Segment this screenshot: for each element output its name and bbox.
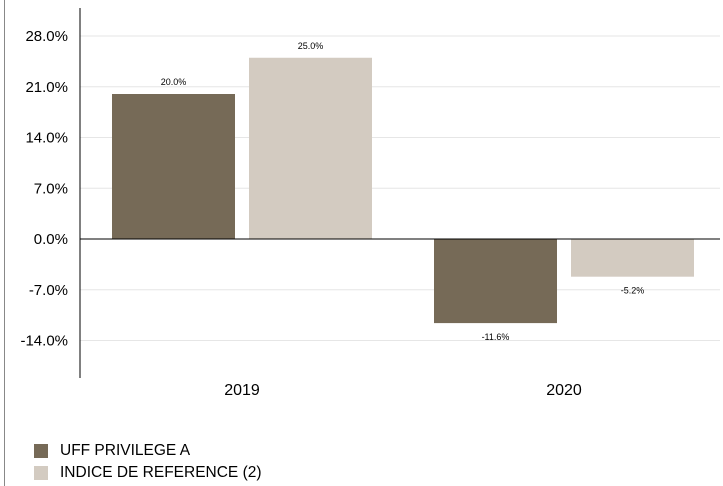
y-tick-label: 14.0% xyxy=(25,130,68,147)
y-tick-label: 0.0% xyxy=(34,231,68,248)
data-label: -11.6% xyxy=(482,332,510,342)
bars xyxy=(112,57,694,324)
legend-label: UFF PRIVILEGE A xyxy=(60,442,191,459)
y-tick-label: -7.0% xyxy=(29,282,68,299)
x-category-label: 2020 xyxy=(546,382,582,399)
data-label: 25.0% xyxy=(298,41,324,51)
data-label: 20.0% xyxy=(161,77,187,87)
legend-swatch xyxy=(34,444,48,458)
bar xyxy=(249,57,372,239)
legend-swatch xyxy=(34,466,48,480)
bar-chart: 28.0% 21.0% 14.0% 7.0% 0.0% -7.0% -14.0% 20.0%… xyxy=(20,8,720,399)
y-tick-label: 28.0% xyxy=(25,28,68,45)
y-tick-label: 7.0% xyxy=(34,180,68,197)
bar xyxy=(571,239,694,277)
legend-item-uff-privilege-a: UFF PRIVILEGE A xyxy=(34,440,262,462)
data-label: -5.2% xyxy=(621,286,645,296)
category-labels: 2019 2020 xyxy=(224,382,582,399)
bar xyxy=(112,94,235,239)
chart-frame-edge xyxy=(4,0,5,486)
y-axis-ticks: 28.0% 21.0% 14.0% 7.0% 0.0% -7.0% -14.0% xyxy=(20,28,68,350)
bar xyxy=(434,239,557,324)
legend-item-indice-de-reference: INDICE DE REFERENCE (2) xyxy=(34,462,262,484)
data-labels: 20.0% 25.0% -11.6% -5.2% xyxy=(161,41,645,342)
y-tick-label: 21.0% xyxy=(25,79,68,96)
legend-label: INDICE DE REFERENCE (2) xyxy=(60,464,262,481)
legend: UFF PRIVILEGE A INDICE DE REFERENCE (2) xyxy=(34,440,262,484)
y-tick-label: -14.0% xyxy=(20,333,68,350)
x-category-label: 2019 xyxy=(224,382,260,399)
